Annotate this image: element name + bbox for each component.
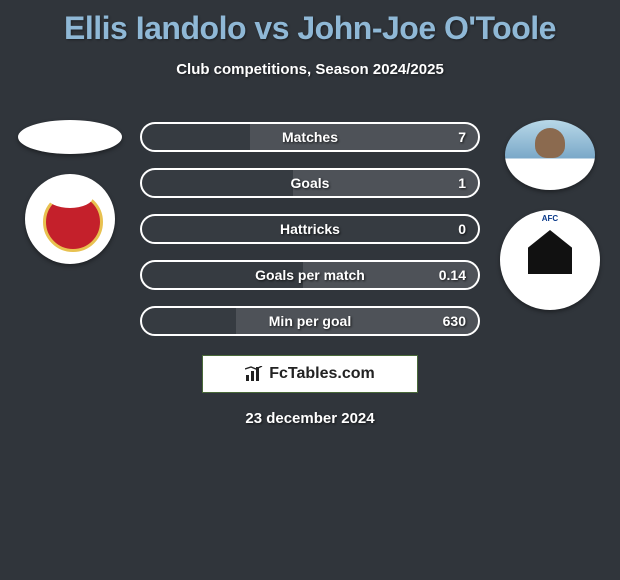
subtitle: Club competitions, Season 2024/2025 (0, 61, 620, 78)
stat-row: Goals1 (140, 168, 480, 198)
stat-value-right: 0.14 (439, 262, 466, 288)
stat-row: Min per goal630 (140, 306, 480, 336)
stat-row: Goals per match0.14 (140, 260, 480, 290)
player-right-avatar (505, 120, 595, 190)
stat-row: Matches7 (140, 122, 480, 152)
stat-label: Goals (142, 170, 478, 196)
brand-text: FcTables.com (269, 365, 375, 383)
stat-value-right: 630 (443, 308, 466, 334)
brand-box: FcTables.com (202, 355, 418, 393)
left-player-col (10, 120, 130, 264)
stat-label: Hattricks (142, 216, 478, 242)
stat-label: Min per goal (142, 308, 478, 334)
stat-value-right: 0 (458, 216, 466, 242)
right-player-col (490, 120, 610, 310)
stat-label: Goals per match (142, 262, 478, 288)
stat-value-right: 7 (458, 124, 466, 150)
stat-label: Matches (142, 124, 478, 150)
date-text: 23 december 2024 (0, 410, 620, 427)
player-left-avatar (18, 120, 122, 154)
player-right-club-badge (500, 210, 600, 310)
stats-bars: Matches7Goals1Hattricks0Goals per match0… (140, 122, 480, 352)
stat-value-right: 1 (458, 170, 466, 196)
bar-chart-icon (245, 366, 263, 382)
stat-row: Hattricks0 (140, 214, 480, 244)
player-left-club-badge (25, 174, 115, 264)
page-title: Ellis Iandolo vs John-Joe O'Toole (0, 0, 620, 47)
